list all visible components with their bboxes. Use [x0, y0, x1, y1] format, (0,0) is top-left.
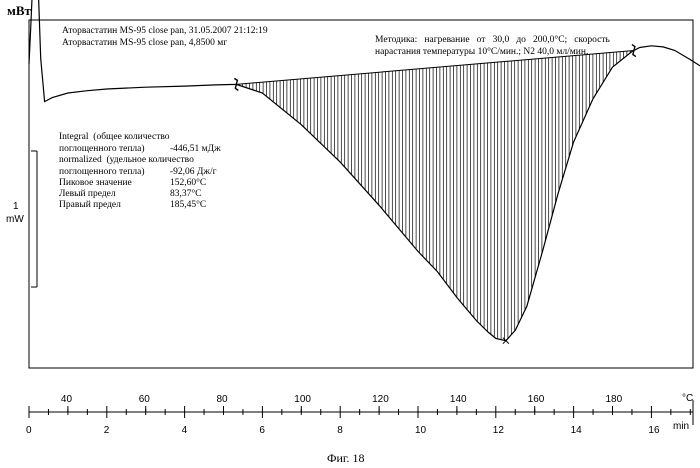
time-tick-label: 8 [337, 425, 343, 436]
temp-tick-label: 100 [294, 394, 311, 405]
temp-tick-label: 140 [450, 394, 467, 405]
result-value: -446,51 мДж [170, 144, 221, 154]
peak-marker [502, 337, 510, 345]
result-value: 83,37°С [170, 188, 202, 199]
scale-bar: 1 mW [6, 150, 38, 288]
integration-hatch [238, 50, 635, 341]
method-line-2: нарастания температуры 10°С/мин.; N2 40,… [375, 46, 588, 57]
temp-tick-label: 160 [528, 394, 545, 405]
plot-frame [28, 19, 694, 369]
method-line-1: Методика: нагревание от 30,0 до 200,0°С;… [375, 34, 611, 45]
time-axis: °C min 0 2 4 6 8 10 12 14 16 40 60 80 100 120 140 160 18… [26, 393, 694, 436]
result-value: 152,60°С [170, 177, 206, 188]
temp-axis-unit: °C [682, 393, 693, 404]
right-limit-marker [631, 43, 637, 58]
integration-markers [233, 43, 637, 345]
sample-line-1: Аторвастатин MS-95 close pan, 31.05.2007… [62, 26, 268, 36]
scale-bar-unit: mW [6, 214, 24, 225]
dsc-curve [28, 0, 700, 342]
integration-baseline [236, 50, 634, 85]
result-label: поглощенного тепла) [59, 166, 145, 177]
time-tick-label: 0 [26, 425, 32, 436]
result-label: Пиковое значение [59, 178, 132, 188]
result-label: Левый предел [59, 188, 116, 199]
y-axis-label: мВт [7, 3, 32, 18]
result-label: Integral (общее количество [59, 131, 170, 142]
temp-tick-label: 180 [606, 394, 623, 405]
time-tick-label: 12 [493, 425, 505, 436]
time-tick-label: 16 [648, 425, 660, 436]
result-value: -92,06 Дж/г [170, 167, 217, 177]
temp-tick-label: 40 [61, 394, 73, 405]
time-axis-unit: min [673, 421, 689, 432]
temp-tick-label: 60 [139, 394, 151, 405]
time-tick-label: 14 [571, 425, 583, 436]
result-label: normalized (удельное количество [59, 154, 194, 165]
figure-caption: Фиг. 18 [327, 451, 364, 465]
time-tick-label: 4 [182, 425, 188, 436]
left-limit-marker [233, 77, 239, 91]
result-label: Правый предел [59, 199, 121, 210]
temp-tick-label: 120 [372, 394, 389, 405]
result-label: поглощенного тепла) [59, 143, 145, 154]
results-block: Integral (общее количество поглощенного … [59, 131, 221, 210]
scale-bar-value: 1 [13, 201, 19, 212]
time-tick-label: 6 [259, 425, 265, 436]
temp-tick-label: 80 [217, 394, 229, 405]
sample-line-2: Аторвастатин MS-95 close pan, 4,8500 мг [62, 38, 227, 48]
result-value: 185,45°С [170, 199, 206, 210]
time-tick-label: 2 [104, 425, 110, 436]
time-tick-label: 10 [415, 425, 427, 436]
